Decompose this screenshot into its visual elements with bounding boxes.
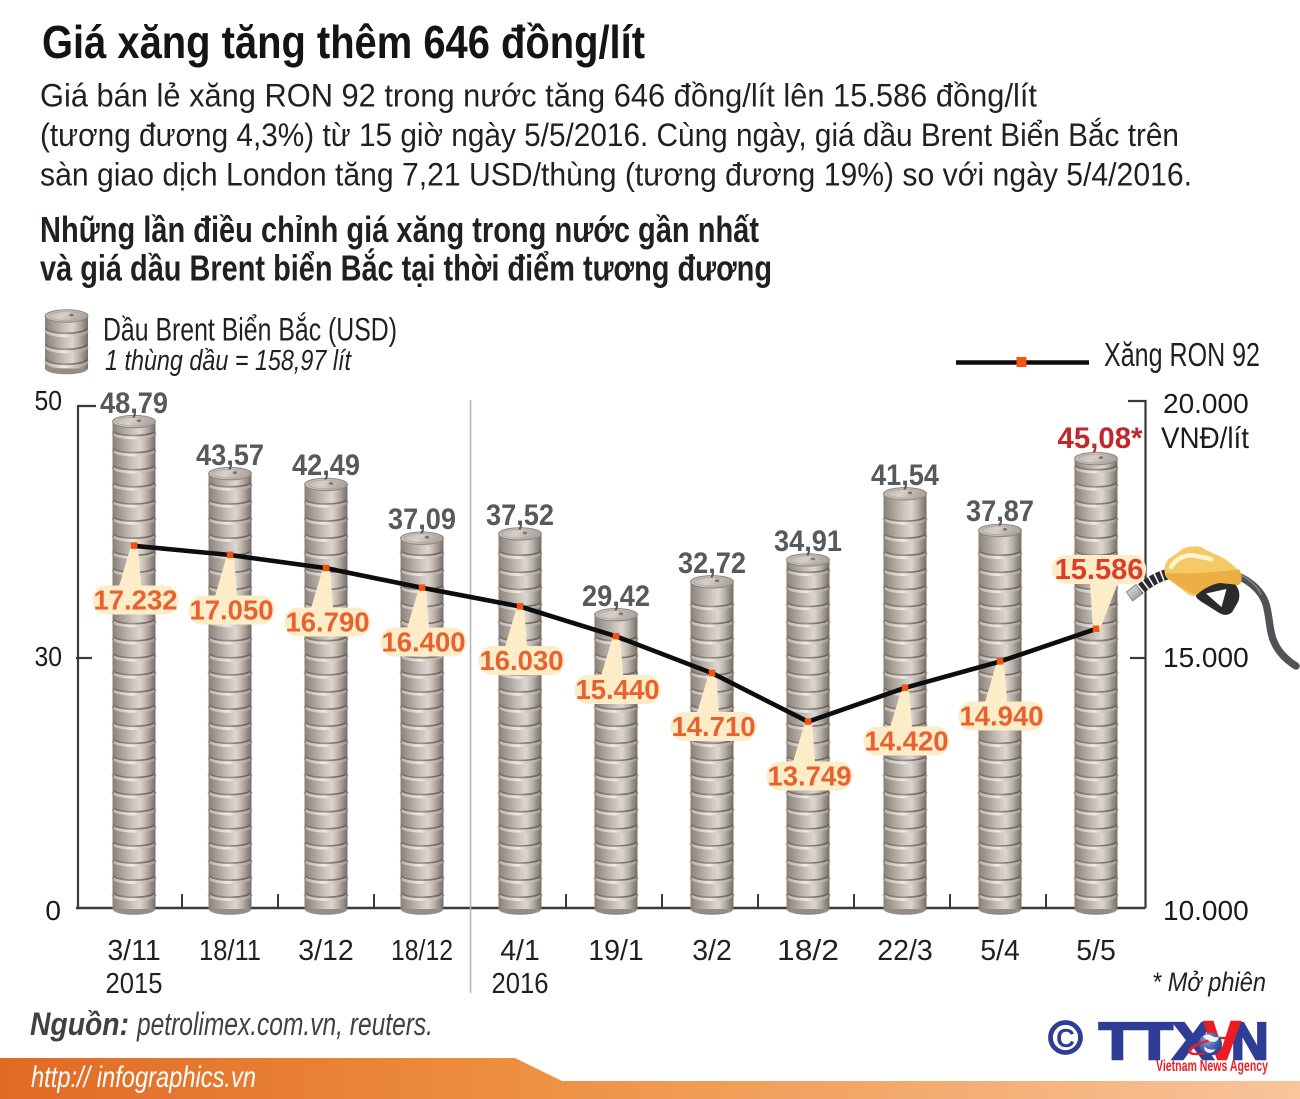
- svg-text:N: N: [1231, 1013, 1269, 1071]
- svg-text:48,79: 48,79: [100, 387, 168, 420]
- svg-text:41,54: 41,54: [871, 459, 940, 492]
- svg-text:1 thùng dầu = 158,97 lít: 1 thùng dầu = 158,97 lít: [105, 345, 353, 377]
- svg-text:5/4: 5/4: [980, 935, 1020, 967]
- svg-text:TTX: TTX: [1099, 1013, 1213, 1071]
- svg-text:3/11: 3/11: [107, 935, 160, 967]
- svg-text:* Mở phiên: * Mở phiên: [1152, 967, 1266, 997]
- svg-text:4/1: 4/1: [500, 935, 540, 967]
- svg-text:Vietnam News Agency: Vietnam News Agency: [1156, 1058, 1268, 1075]
- svg-text:19/1: 19/1: [588, 935, 643, 967]
- svg-text:18/2: 18/2: [777, 935, 839, 967]
- svg-text:16.400: 16.400: [381, 627, 465, 658]
- svg-text:Giá bán lẻ xăng RON 92 trong n: Giá bán lẻ xăng RON 92 trong nước tăng 6…: [40, 78, 1037, 114]
- svg-text:14.940: 14.940: [959, 701, 1043, 732]
- svg-text:43,57: 43,57: [196, 439, 264, 472]
- svg-text:20.000: 20.000: [1163, 388, 1249, 419]
- svg-text:15.586: 15.586: [1055, 554, 1144, 586]
- svg-text:3/2: 3/2: [692, 935, 732, 967]
- svg-text:17.050: 17.050: [189, 595, 273, 626]
- svg-text:V: V: [1204, 1011, 1240, 1071]
- svg-text:32,72: 32,72: [678, 547, 746, 580]
- svg-text:VNĐ/lít: VNĐ/lít: [1161, 422, 1250, 455]
- svg-text:Những lần điều chỉnh giá xăng: Những lần điều chỉnh giá xăng trong nước…: [40, 209, 759, 250]
- svg-text:37,09: 37,09: [388, 503, 456, 536]
- svg-text:45,08*: 45,08*: [1058, 422, 1144, 455]
- svg-text:Xăng RON 92: Xăng RON 92: [1104, 336, 1260, 373]
- svg-text:30: 30: [35, 641, 63, 672]
- svg-text:Nguồn:: Nguồn:: [30, 1006, 129, 1042]
- svg-text:18/12: 18/12: [391, 935, 453, 967]
- svg-text:10.000: 10.000: [1163, 895, 1249, 926]
- svg-text:16.030: 16.030: [479, 645, 563, 676]
- svg-text:Giá xăng tăng thêm 646 đồng/lí: Giá xăng tăng thêm 646 đồng/lít: [42, 16, 645, 68]
- svg-text:sàn giao dịch London tăng 7,21: sàn giao dịch London tăng 7,21 USD/thùng…: [40, 157, 1192, 193]
- svg-text:5/5: 5/5: [1076, 935, 1116, 967]
- svg-text:và giá dầu Brent biển Bắc tại: và giá dầu Brent biển Bắc tại thời điểm …: [40, 247, 772, 289]
- svg-text:2015: 2015: [106, 968, 163, 1000]
- svg-text:(tương đương 4,3%) từ 15 giờ n: (tương đương 4,3%) từ 15 giờ ngày 5/5/20…: [40, 116, 1179, 153]
- svg-text:Dầu Brent Biển Bắc (USD): Dầu Brent Biển Bắc (USD): [103, 311, 397, 348]
- svg-text:15.440: 15.440: [575, 674, 659, 705]
- svg-text:37,52: 37,52: [486, 499, 554, 532]
- svg-text:37,87: 37,87: [966, 495, 1034, 528]
- svg-text:14.420: 14.420: [864, 726, 948, 757]
- svg-text:18/11: 18/11: [199, 935, 261, 967]
- svg-text:50: 50: [35, 385, 63, 416]
- svg-text:3/12: 3/12: [298, 935, 353, 967]
- svg-text:0: 0: [45, 895, 61, 926]
- svg-text:29,42: 29,42: [582, 580, 650, 613]
- svg-text:petrolimex.com.vn, reuters.: petrolimex.com.vn, reuters.: [136, 1006, 433, 1042]
- svg-text:14.710: 14.710: [671, 711, 755, 742]
- svg-text:15.000: 15.000: [1163, 642, 1249, 673]
- svg-text:22/3: 22/3: [877, 935, 932, 967]
- svg-text:http:// infographics.vn: http:// infographics.vn: [31, 1061, 256, 1094]
- svg-text:17.232: 17.232: [93, 585, 177, 616]
- svg-text:2016: 2016: [492, 968, 549, 1000]
- svg-text:42,49: 42,49: [292, 449, 360, 482]
- svg-text:C: C: [1056, 1023, 1075, 1053]
- svg-text:13.749: 13.749: [767, 761, 851, 792]
- svg-text:34,91: 34,91: [774, 525, 842, 558]
- svg-text:16.790: 16.790: [285, 607, 369, 638]
